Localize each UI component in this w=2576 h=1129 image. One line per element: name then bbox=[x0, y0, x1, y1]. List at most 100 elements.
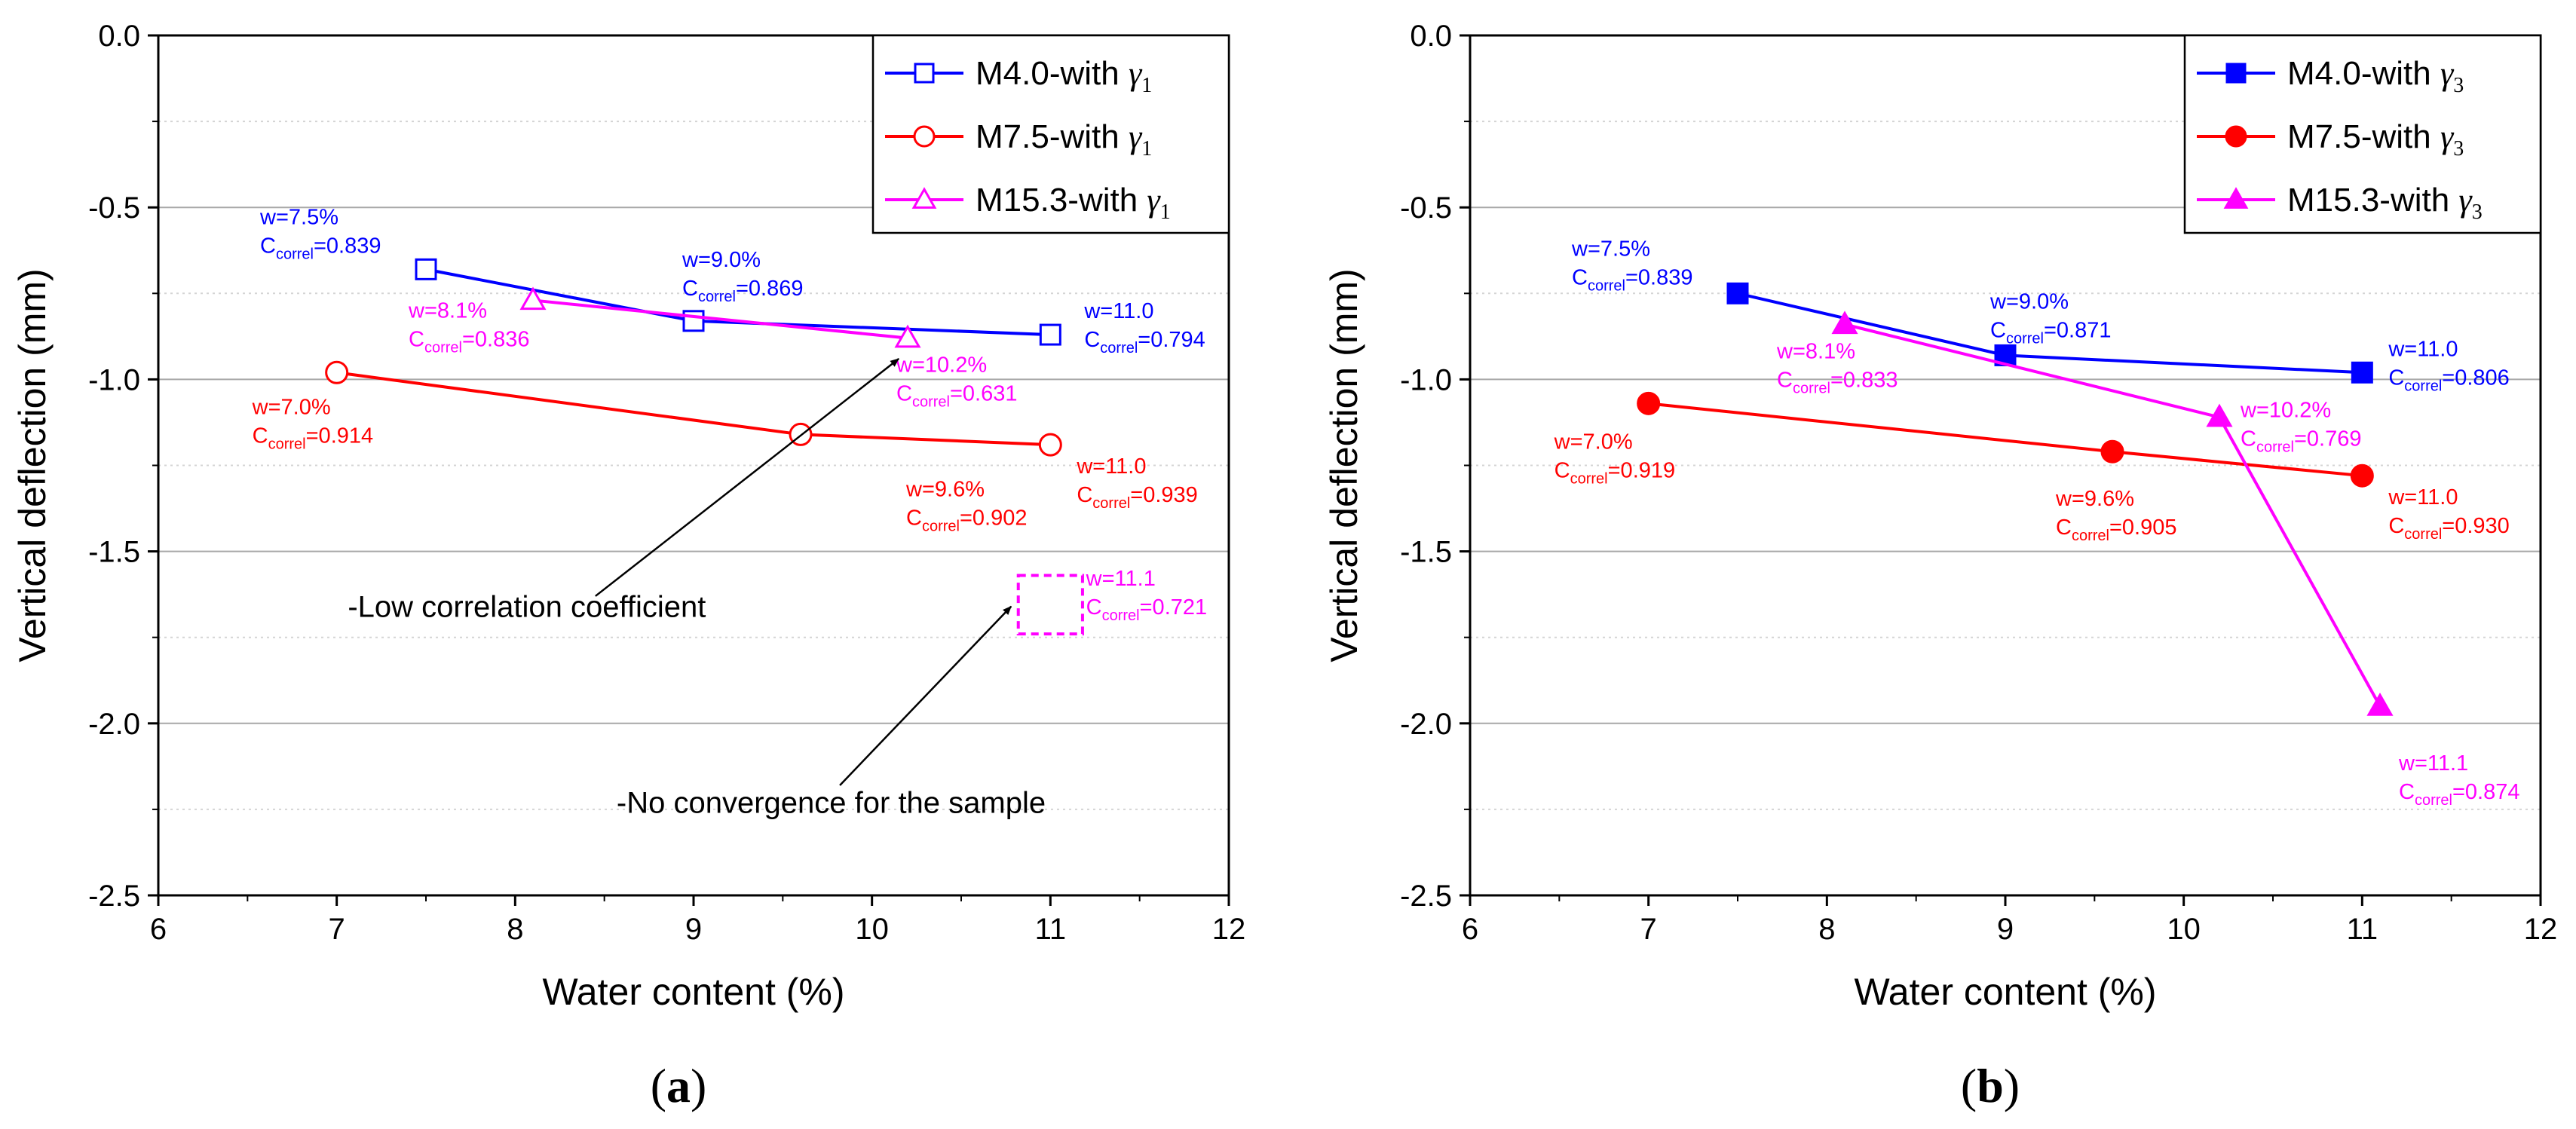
y-axis-title: Vertical deflection (mm) bbox=[1323, 268, 1365, 662]
panel-label-open: ( bbox=[1961, 1059, 1977, 1112]
c-prefix: C bbox=[896, 382, 912, 406]
legend-greek: γ bbox=[1129, 118, 1143, 155]
y-tick-label: 0.0 bbox=[1410, 20, 1452, 53]
point-label-c: Ccorrel=0.839 bbox=[260, 234, 381, 262]
c-sub: correl bbox=[268, 436, 306, 452]
point-label-c: Ccorrel=0.833 bbox=[1777, 368, 1898, 396]
c-value: =0.871 bbox=[2044, 318, 2112, 342]
point-label-c: Ccorrel=0.631 bbox=[896, 382, 1017, 411]
note-low-correlation: -Low correlation coefficient bbox=[348, 590, 706, 623]
point-label-w: w=11.0 bbox=[2388, 485, 2458, 509]
legend-label: M7.5-with γ3 bbox=[2287, 118, 2464, 161]
panel-label-letter: b bbox=[1977, 1059, 2004, 1112]
marker-circle bbox=[2225, 125, 2247, 148]
c-value: =0.939 bbox=[1130, 483, 1198, 507]
legend-label: M15.3-with γ3 bbox=[2287, 182, 2483, 224]
series-line bbox=[532, 298, 908, 340]
marker-circle bbox=[1038, 433, 1062, 457]
c-value: =0.631 bbox=[950, 382, 1018, 406]
point-label-c: Ccorrel=0.769 bbox=[2241, 427, 2361, 456]
y-axis-title: Vertical deflection (mm) bbox=[11, 268, 54, 662]
point-label-c: Ccorrel=0.806 bbox=[2388, 366, 2509, 394]
y-tick-label: -1.5 bbox=[1400, 536, 1452, 569]
x-axis-title: Water content (%) bbox=[542, 971, 844, 1013]
x-tick-label: 8 bbox=[1818, 913, 1835, 946]
point-label-c: Ccorrel=0.919 bbox=[1554, 458, 1675, 487]
y-tick-label: 0.0 bbox=[98, 20, 140, 53]
legend-greek: γ bbox=[1129, 55, 1143, 92]
c-prefix: C bbox=[2399, 780, 2415, 804]
c-prefix: C bbox=[1777, 368, 1793, 392]
point-label-c: Ccorrel=0.902 bbox=[906, 506, 1027, 534]
legend-item: M4.0-with γ3 bbox=[2197, 55, 2464, 97]
point-label-c: Ccorrel=0.905 bbox=[2056, 516, 2176, 544]
marker-square bbox=[682, 310, 705, 332]
point-label-w: w=8.1% bbox=[1776, 339, 1855, 363]
c-sub: correl bbox=[2006, 330, 2044, 347]
y-tick-label: -2.5 bbox=[1400, 880, 1452, 913]
point-label-c: Ccorrel=0.794 bbox=[1084, 328, 1205, 356]
c-prefix: C bbox=[1572, 265, 1588, 289]
c-sub: correl bbox=[2072, 528, 2109, 544]
marker-square bbox=[1039, 323, 1061, 346]
legend-label: M4.0-with γ3 bbox=[2287, 55, 2464, 97]
legend-name: M15.3-with bbox=[976, 182, 1147, 219]
point-label-c: Ccorrel=0.871 bbox=[1990, 318, 2111, 347]
y-tick-label: -2.5 bbox=[88, 880, 140, 913]
legend-greek: γ bbox=[2440, 118, 2455, 155]
panel-label-open: ( bbox=[651, 1059, 666, 1112]
c-sub: correl bbox=[2404, 378, 2442, 394]
x-tick-label: 6 bbox=[1462, 913, 1478, 946]
panel-label: (b) bbox=[1961, 1059, 2020, 1112]
marker-circle bbox=[1637, 391, 1661, 415]
point-label-w: w=11.0 bbox=[1076, 454, 1146, 479]
c-value: =0.769 bbox=[2294, 427, 2362, 451]
legend-name: M4.0-with bbox=[976, 55, 1129, 92]
x-axis-title: Water content (%) bbox=[1854, 971, 2156, 1013]
legend-item: M4.0-with γ1 bbox=[885, 55, 1152, 97]
marker-triangle bbox=[911, 187, 937, 209]
y-tick-label: -2.0 bbox=[1400, 708, 1452, 741]
y-tick-label: -1.5 bbox=[88, 536, 140, 569]
series-m15-3-with: w=8.1%Ccorrel=0.833w=10.2%Ccorrel=0.769w… bbox=[1776, 311, 2519, 809]
x-tick-label: 8 bbox=[507, 913, 523, 946]
c-prefix: C bbox=[1084, 328, 1100, 352]
c-value: =0.930 bbox=[2442, 514, 2510, 538]
x-tick-label: 6 bbox=[150, 913, 167, 946]
marker-square bbox=[415, 258, 437, 280]
note-no-convergence: -No convergence for the sample bbox=[617, 786, 1046, 819]
point-label-w: w=9.0% bbox=[1989, 289, 2069, 314]
legend-sub: 1 bbox=[1141, 137, 1152, 161]
marker-triangle bbox=[1831, 311, 1858, 335]
arrow-no-convergence bbox=[839, 605, 1012, 786]
c-sub: correl bbox=[1092, 495, 1130, 512]
c-prefix: C bbox=[260, 234, 276, 258]
point-label-w: w=11.1 bbox=[2398, 751, 2468, 776]
c-prefix: C bbox=[1990, 318, 2006, 342]
marker-triangle bbox=[2223, 187, 2249, 209]
point-label-w: w=8.1% bbox=[408, 298, 487, 323]
series-m7-5-with: w=7.0%Ccorrel=0.919w=9.6%Ccorrel=0.905w=… bbox=[1554, 391, 2510, 544]
c-sub: correl bbox=[1570, 470, 1608, 487]
c-sub: correl bbox=[276, 246, 314, 262]
legend-sub: 3 bbox=[2453, 137, 2464, 161]
y-tick-label: -1.0 bbox=[88, 363, 140, 396]
marker-circle bbox=[2350, 464, 2374, 488]
c-prefix: C bbox=[2388, 514, 2404, 538]
c-prefix: C bbox=[1554, 458, 1570, 482]
c-prefix: C bbox=[682, 277, 698, 301]
point-label-w: w=7.0% bbox=[1554, 430, 1633, 454]
y-tick-label: -1.0 bbox=[1400, 363, 1452, 396]
point-label-c: Ccorrel=0.874 bbox=[2399, 780, 2519, 809]
marker-circle bbox=[325, 360, 349, 384]
marker-circle bbox=[2100, 439, 2124, 464]
c-value: =0.839 bbox=[1625, 265, 1693, 289]
legend-name: M7.5-with bbox=[976, 118, 1129, 155]
series-m7-5-with: w=7.0%Ccorrel=0.914w=9.6%Ccorrel=0.902w=… bbox=[252, 360, 1198, 534]
marker-triangle bbox=[894, 324, 921, 348]
legend-name: M15.3-with bbox=[2287, 182, 2458, 219]
point-label-w: w=9.0% bbox=[682, 248, 761, 272]
